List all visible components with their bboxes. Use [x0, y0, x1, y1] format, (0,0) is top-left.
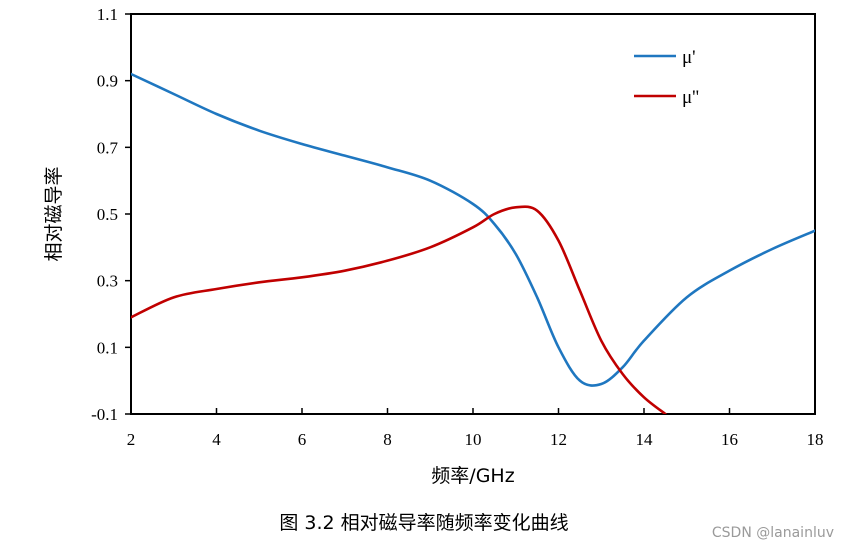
y-tick-label: 1.1 — [97, 5, 118, 24]
y-tick-label: 0.5 — [97, 205, 118, 224]
y-axis-title: 相对磁导率 — [43, 166, 65, 261]
y-tick-label: 0.9 — [97, 72, 118, 91]
series-line-1 — [131, 72, 815, 387]
chart: 2 4 6 8 10 12 14 16 18-0.10.10.30.50.70.91.1 μ'μ… — [43, 5, 824, 487]
figure-caption: 图 3.2 相对磁导率随频率变化曲线 — [279, 512, 569, 534]
x-tick-label: 4 — [212, 430, 221, 449]
legend-label-1: μ' — [682, 47, 696, 68]
plot-frame — [130, 13, 816, 415]
axes-layer: 2 4 6 8 10 12 14 16 18 -0.1 0.1 0.3 0.5 0.7 0.9 1.1 — [91, 5, 823, 449]
series-layer — [131, 72, 815, 414]
watermark: CSDN @lanainluv — [711, 525, 834, 541]
y-tick-label: 0.1 — [97, 338, 118, 357]
y-tick-label: 0.3 — [97, 272, 118, 291]
x-tick-label: 12 — [550, 430, 567, 449]
x-axis-title: 频率/GHz — [431, 465, 514, 487]
x-tick-label: 14 — [636, 430, 654, 449]
y-tick-label: 0.7 — [97, 138, 119, 157]
x-tick-label: 6 — [298, 430, 307, 449]
legend: μ' μ'' — [634, 47, 699, 108]
x-tick-label: 16 — [721, 430, 738, 449]
x-tick-label: 18 — [807, 430, 824, 449]
series-line-2 — [131, 205, 667, 414]
x-tick-label: 10 — [465, 430, 482, 449]
plot-area — [130, 13, 816, 415]
legend-label-2: μ'' — [682, 87, 699, 108]
x-tick-label: 2 — [127, 430, 136, 449]
y-tick-label: -0.1 — [91, 405, 118, 424]
x-tick-label: 8 — [383, 430, 392, 449]
